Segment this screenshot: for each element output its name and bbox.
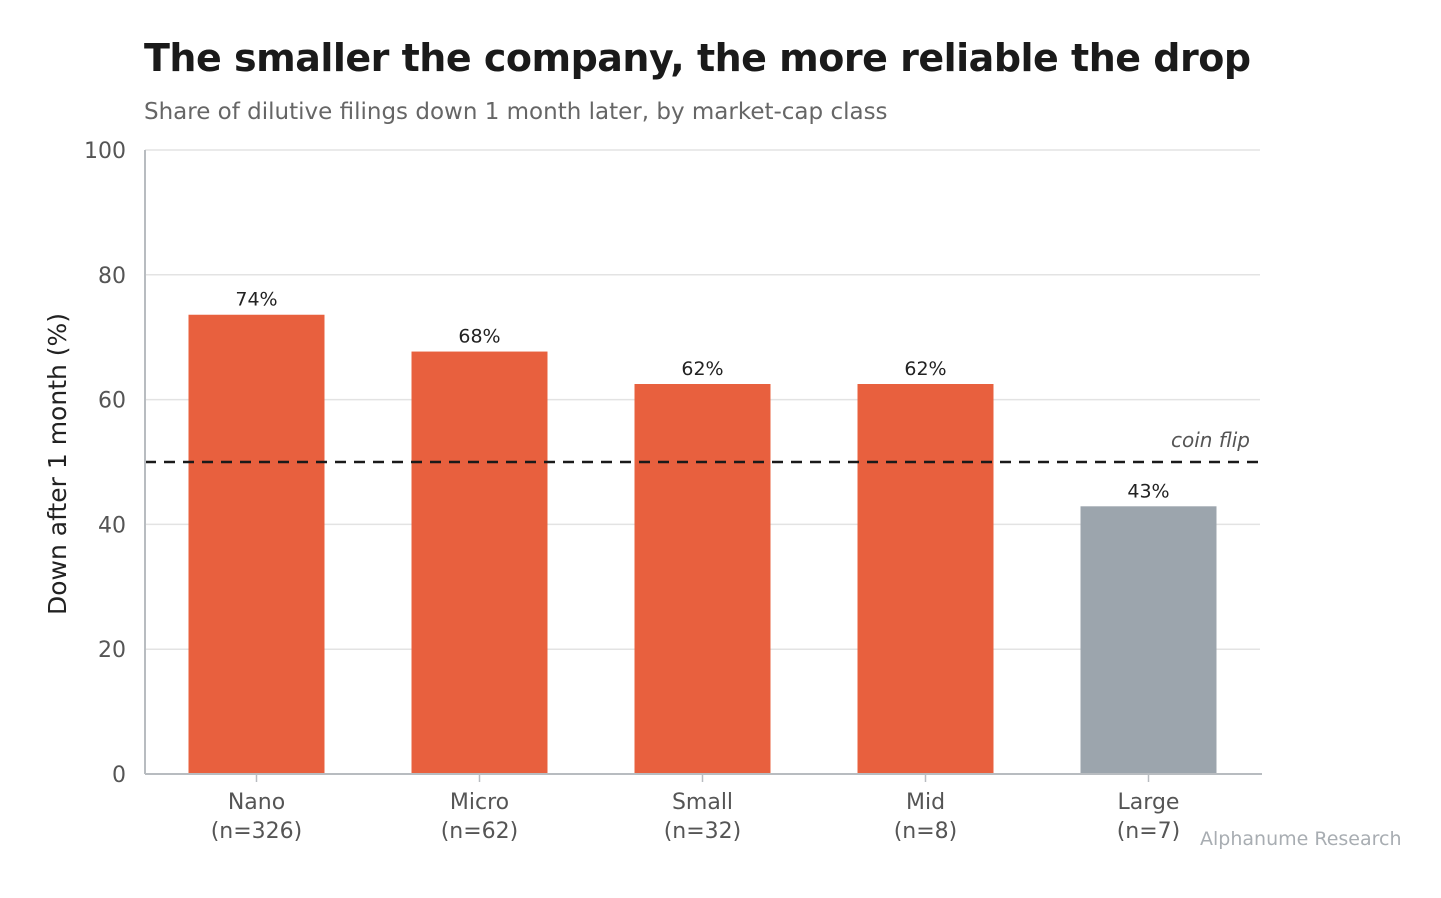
data-label: 74% — [235, 289, 277, 311]
x-tick-label: Micro — [450, 790, 509, 815]
x-tick-label: Mid — [906, 790, 945, 815]
data-label: 68% — [458, 326, 500, 348]
y-tick-label: 40 — [98, 513, 126, 538]
bar-micro — [411, 351, 548, 774]
x-tick-sample-size: (n=7) — [1117, 819, 1181, 844]
y-axis-title: Down after 1 month (%) — [43, 313, 72, 615]
data-label: 43% — [1127, 480, 1169, 502]
bar-large — [1080, 506, 1217, 774]
labels: 74% Nano (n=326) 68% Micro (n=62) 62% Small (n=3… — [43, 289, 1180, 844]
axes: 0 20 40 60 80 100 — [84, 139, 1262, 788]
y-tick-label: 20 — [98, 638, 126, 663]
x-tick-label: Nano — [228, 790, 285, 815]
x-tick-sample-size: (n=62) — [441, 819, 519, 844]
x-tick-label: Large — [1118, 790, 1180, 815]
y-tick-label: 0 — [112, 763, 126, 788]
chart-subtitle: Share of dilutive filings down 1 month l… — [144, 99, 888, 125]
data-label: 62% — [904, 358, 946, 380]
chart-title: The smaller the company, the more reliab… — [144, 36, 1251, 80]
bar-mid — [857, 384, 994, 774]
reference-line-label: coin flip — [1171, 428, 1250, 452]
y-tick-label: 100 — [84, 139, 126, 164]
watermark: Alphanume Research — [1200, 828, 1402, 850]
data-label: 62% — [681, 358, 723, 380]
y-tick-label: 80 — [98, 264, 126, 289]
bar-small — [634, 384, 771, 774]
bars — [188, 314, 1217, 774]
bar-nano — [188, 314, 325, 774]
reference-line-group: coin flip — [145, 428, 1260, 464]
x-tick-sample-size: (n=326) — [211, 819, 303, 844]
x-tick-label: Small — [672, 790, 733, 815]
x-tick-sample-size: (n=32) — [664, 819, 742, 844]
y-tick-label: 60 — [98, 389, 126, 414]
x-tick-sample-size: (n=8) — [894, 819, 958, 844]
